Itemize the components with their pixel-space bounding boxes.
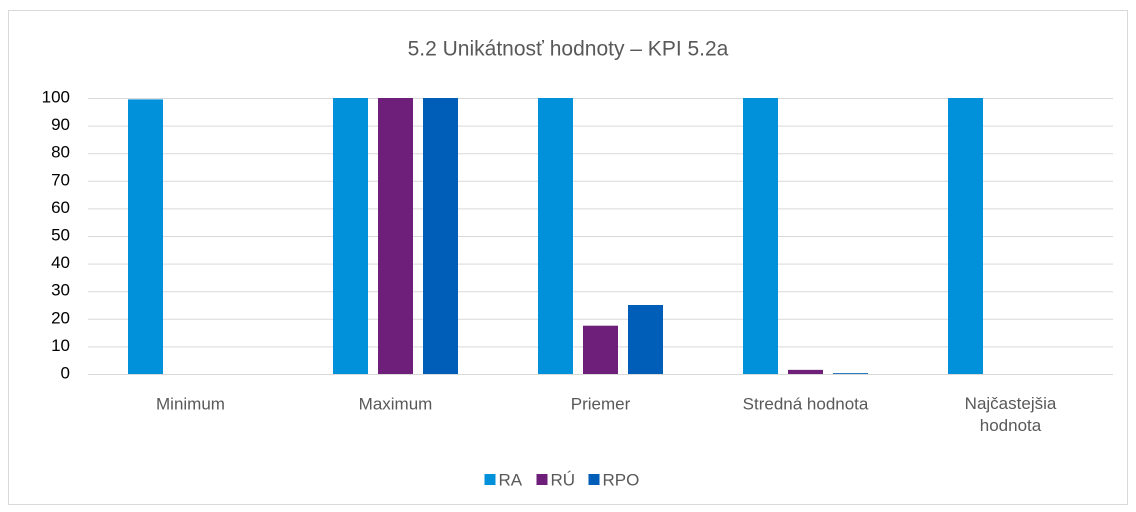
chart-title: 5.2 Unikátnosť hodnoty – KPI 5.2a (408, 38, 729, 61)
bar (833, 373, 868, 374)
legend-label: RPO (603, 470, 640, 489)
x-tick-label: Maximum (359, 394, 433, 413)
bar (128, 99, 163, 374)
x-tick-label: Minimum (156, 394, 225, 413)
y-tick-label: 30 (51, 281, 70, 300)
legend-label: RA (499, 470, 523, 489)
y-tick-label: 60 (51, 198, 70, 217)
bar (743, 98, 778, 374)
y-tick-label: 20 (51, 308, 70, 327)
y-tick-label: 80 (51, 143, 70, 162)
y-tick-label: 50 (51, 225, 70, 244)
x-tick-label: Stredná hodnota (743, 394, 869, 413)
legend-label: RÚ (551, 470, 576, 489)
bar (333, 98, 368, 374)
x-tick-label: Priemer (571, 394, 631, 413)
bar (788, 369, 823, 374)
bar (538, 98, 573, 374)
legend-swatch (588, 474, 600, 485)
bar (948, 98, 983, 374)
x-tick-label: Najčastejšia hodnota (965, 394, 1057, 435)
bar (423, 98, 458, 374)
bar (583, 325, 618, 374)
y-tick-label: 0 (61, 363, 70, 382)
bar (628, 305, 663, 374)
y-tick-label: 100 (42, 87, 70, 106)
y-tick-label: 40 (51, 253, 70, 272)
y-tick-label: 90 (51, 115, 70, 134)
bar (378, 98, 413, 374)
y-tick-label: 10 (51, 336, 70, 355)
legend-swatch (484, 474, 496, 485)
y-tick-label: 70 (51, 170, 70, 189)
legend-swatch (536, 474, 548, 485)
